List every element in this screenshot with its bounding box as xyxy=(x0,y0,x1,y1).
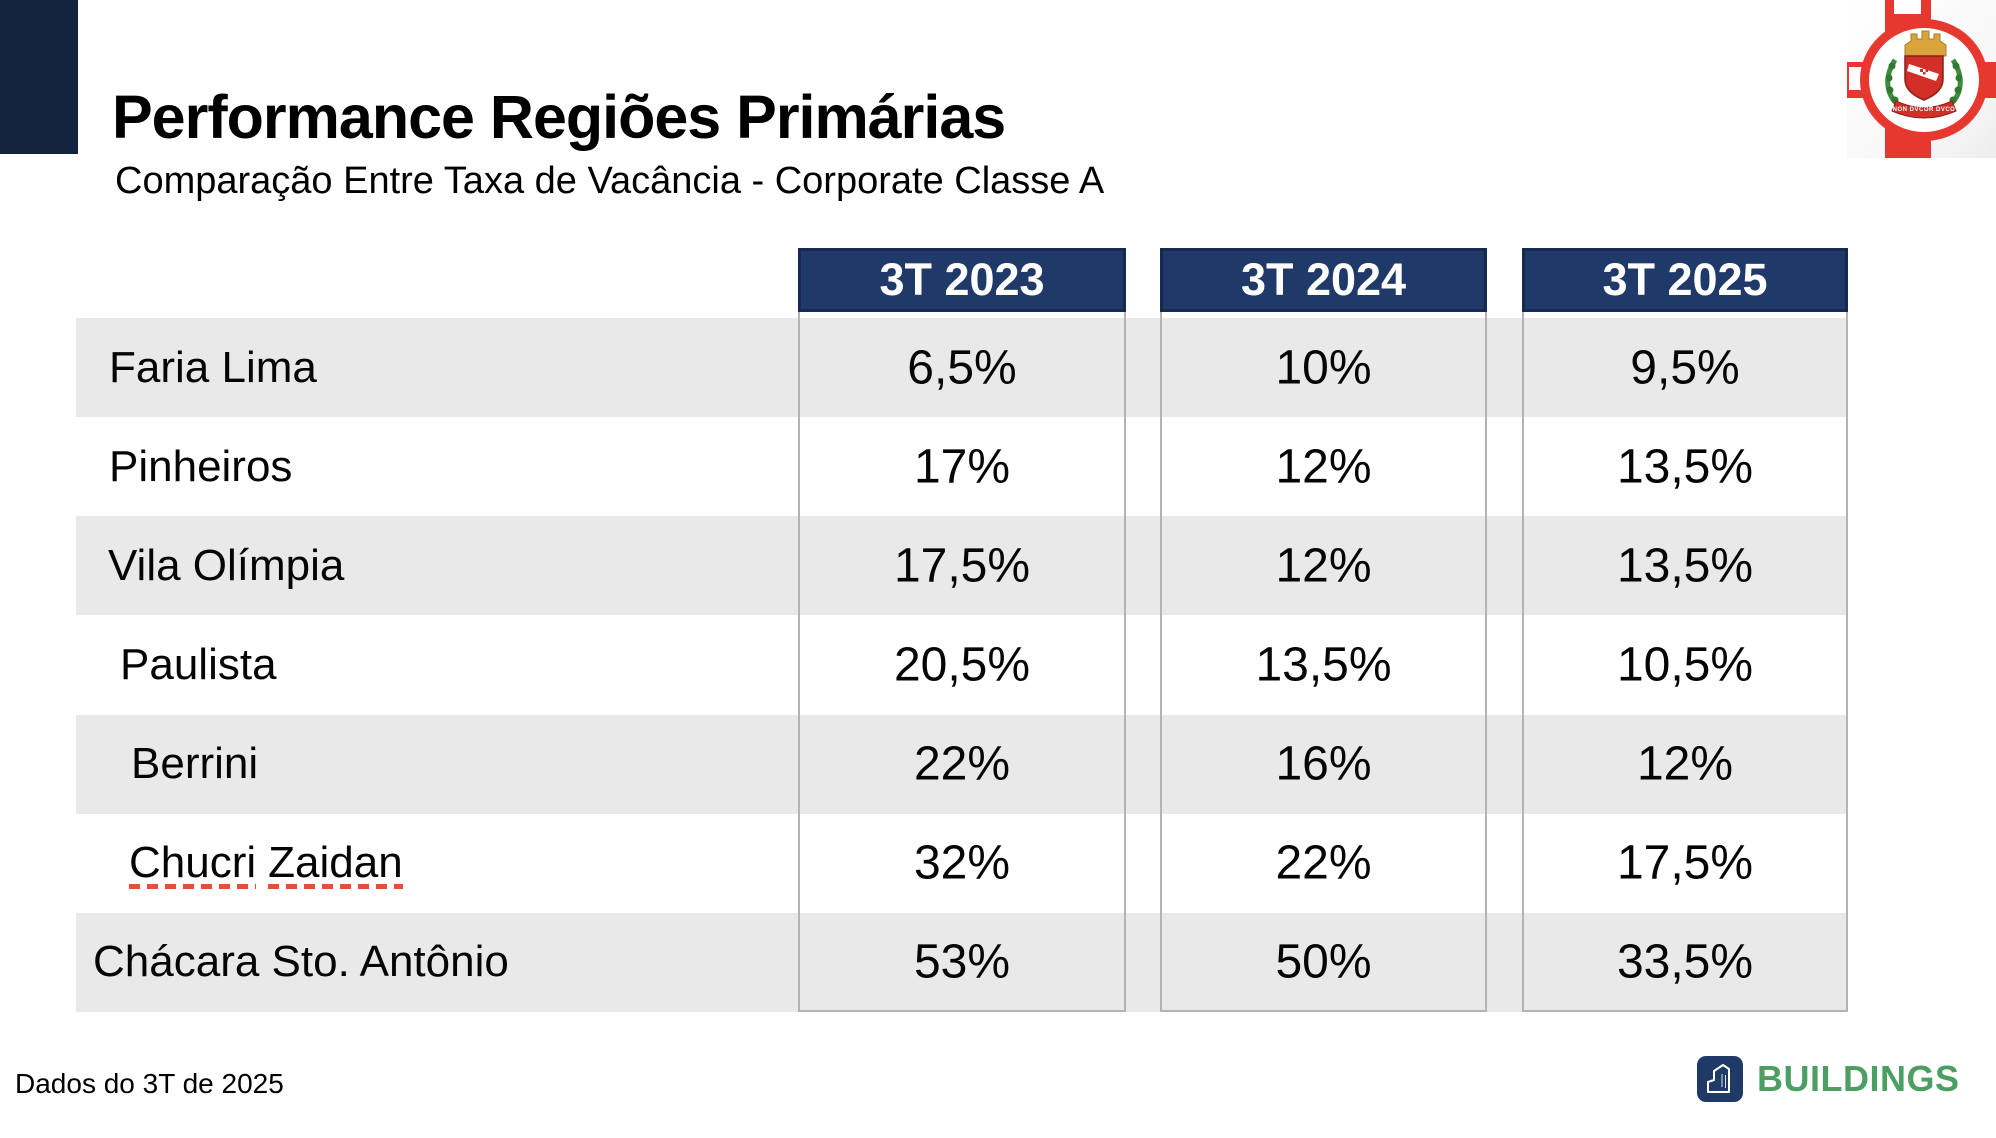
column-header-3t-2023: 3T 2023 xyxy=(798,248,1126,312)
vacancy-value: 22% xyxy=(1275,836,1372,890)
region-label: Berrini xyxy=(131,739,259,789)
buildings-logo-icon xyxy=(1697,1056,1743,1102)
region-label-misspelled: Chucri Zaidan xyxy=(129,838,403,890)
vacancy-value: 13,5% xyxy=(1255,638,1392,692)
region-label: Vila Olímpia xyxy=(108,540,345,590)
region-label: Paulista xyxy=(120,639,277,689)
region-label: Chácara Sto. Antônio xyxy=(93,937,509,987)
vacancy-value: 17,5% xyxy=(1616,836,1754,890)
table-row: Paulista 20,5% 13,5% 10,5% xyxy=(76,615,1848,714)
vacancy-value: 13,5% xyxy=(1616,440,1754,494)
table-row: Faria Lima 6,5% 10% 9,5% xyxy=(76,318,1848,418)
buildings-logo-text: BUILDINGS xyxy=(1757,1058,1960,1099)
page-title: Performance Regiões Primárias xyxy=(112,83,1006,151)
vacancy-value: 13,5% xyxy=(1616,539,1754,593)
sao-paulo-flag-image: NON DVCOR DVCO xyxy=(1847,0,1996,158)
footer-note: Dados do 3T de 2025 xyxy=(15,1068,284,1099)
corner-accent-block xyxy=(0,0,78,154)
column-header-3t-2024: 3T 2024 xyxy=(1160,248,1487,312)
vacancy-value: 12% xyxy=(1275,539,1372,593)
vacancy-value: 20,5% xyxy=(893,638,1031,692)
sao-paulo-flag-icon: NON DVCOR DVCO xyxy=(1847,0,1996,158)
column-header-3t-2025: 3T 2025 xyxy=(1522,248,1848,312)
vacancy-table: 3T 2023 3T 2024 3T 2025 Faria Lima 6,5% … xyxy=(76,248,1848,1012)
table-row: Chácara Sto. Antônio 53% 50% 33,5% xyxy=(76,912,1848,1012)
vacancy-value: 22% xyxy=(913,737,1011,791)
vacancy-value: 32% xyxy=(913,836,1011,890)
table-row: Vila Olímpia 17,5% 12% 13,5% xyxy=(76,516,1848,616)
vacancy-value: 53% xyxy=(913,935,1011,989)
vacancy-value: 17,5% xyxy=(893,539,1031,593)
vacancy-value: 12% xyxy=(1275,440,1372,494)
table-row: Chucri Zaidan 32% 22% 17,5% xyxy=(76,814,1848,913)
vacancy-value: 10% xyxy=(1275,341,1372,395)
vacancy-value: 10,5% xyxy=(1616,638,1754,692)
vacancy-value: 12% xyxy=(1636,737,1734,791)
table-body: Faria Lima 6,5% 10% 9,5% Pinheiros 17% 1… xyxy=(76,318,1848,1012)
table-row: Berrini 22% 16% 12% xyxy=(76,714,1848,814)
vacancy-value: 9,5% xyxy=(1630,341,1740,395)
vacancy-value: 16% xyxy=(1275,737,1372,791)
buildings-logo: BUILDINGS xyxy=(1697,1056,1960,1102)
region-label: Faria Lima xyxy=(109,342,317,392)
region-label: Pinheiros xyxy=(109,441,293,491)
vacancy-value: 33,5% xyxy=(1616,935,1754,989)
vacancy-value: 50% xyxy=(1275,935,1372,989)
vacancy-value: 17% xyxy=(913,440,1011,494)
page-subtitle: Comparação Entre Taxa de Vacância - Corp… xyxy=(115,160,1105,202)
flag-motto-text: NON DVCOR DVCO xyxy=(1893,107,1956,113)
table-row: Pinheiros 17% 12% 13,5% xyxy=(76,417,1848,516)
vacancy-value: 6,5% xyxy=(907,341,1017,395)
misspelled-word: Zaidan xyxy=(268,838,403,890)
misspelled-word: Chucri xyxy=(129,838,257,890)
